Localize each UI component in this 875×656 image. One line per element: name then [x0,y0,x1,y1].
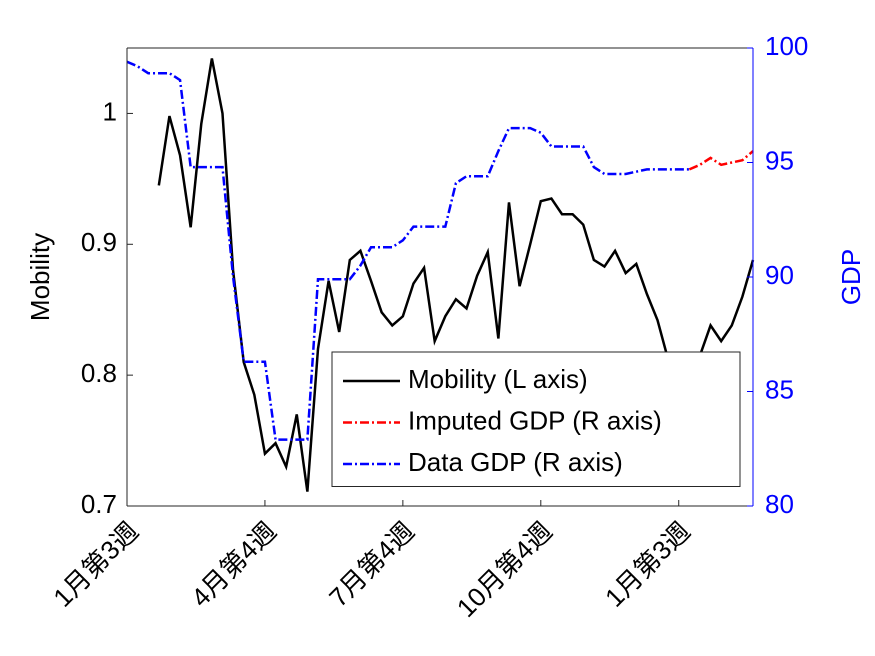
legend-label: Data GDP (R axis) [408,447,623,477]
y-tick-label: 0.7 [81,489,117,519]
y2-axis-label: GDP [836,249,866,305]
series-line [157,58,755,492]
y2-tick-label: 85 [765,374,794,404]
y2-tick-label: 90 [765,260,794,290]
y2-tick-label: 100 [765,31,808,61]
y-tick-label: 0.8 [81,358,117,388]
y2-tick-label: 95 [765,145,794,175]
series-line [688,150,754,171]
y-tick-label: 0.9 [81,227,117,257]
legend-label: Imputed GDP (R axis) [408,405,662,435]
y-axis-label: Mobility [25,233,55,321]
y-tick-label: 1 [103,96,117,126]
legend: Mobility (L axis) Imputed GDP (R axis) Dat… [331,351,741,487]
y2-tick-label: 80 [765,489,794,519]
series-line [126,60,690,441]
legend-label: Mobility (L axis) [408,364,588,394]
